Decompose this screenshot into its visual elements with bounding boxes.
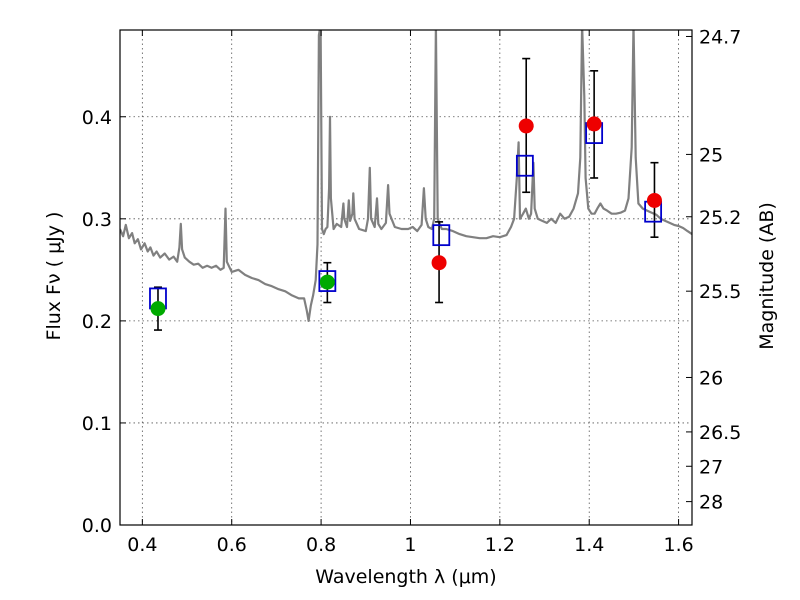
- x-tick-label: 1.2: [485, 534, 515, 556]
- x-axis-label: Wavelength λ (μm): [315, 566, 496, 588]
- observed-photometry-layer: [150, 116, 662, 317]
- tick-labels: 0.4 0.6 0.8 1 1.2 1.4 1.6 0.0 0.1 0.2 0.3 0.4 24.7 25…: [82, 26, 742, 556]
- y-tick-label: 0.1: [82, 413, 112, 435]
- x-tick-label: 1.4: [574, 534, 604, 556]
- y-axis-label: Flux Fν ( μJy ): [43, 212, 65, 341]
- observed-ir-point: [431, 255, 447, 271]
- right-tick-label: 26: [699, 367, 723, 389]
- axes: [119, 29, 693, 526]
- right-axis-label: Magnitude (AB): [756, 202, 778, 350]
- x-tick-label: 0.8: [306, 534, 336, 556]
- y-tick-label: 0.3: [82, 209, 112, 231]
- y-tick-label: 0.0: [82, 515, 112, 537]
- right-tick-label: 25.2: [699, 207, 741, 229]
- grid: [120, 30, 692, 526]
- observed-optical-point: [150, 301, 166, 317]
- y-tick-label: 0.4: [82, 107, 112, 129]
- right-tick-label: 25: [699, 144, 723, 166]
- model-photometry-marker: [432, 224, 451, 247]
- x-tick-label: 1.6: [663, 534, 693, 556]
- errorbar-layer: [153, 57, 659, 331]
- right-tick-label: 28: [699, 492, 723, 514]
- observed-ir-point: [518, 118, 534, 134]
- x-tick-label: 1: [404, 534, 416, 556]
- x-tick-label: 0.4: [127, 534, 157, 556]
- model-spectrum-line: [120, 30, 692, 322]
- right-tick-label: 27: [699, 456, 723, 478]
- model-photometry-marker: [318, 270, 337, 292]
- right-tick-label: 24.7: [699, 26, 741, 48]
- y-tick-label: 0.2: [82, 311, 112, 333]
- observed-ir-point: [586, 116, 602, 132]
- plot-frame: [119, 29, 693, 526]
- right-tick-label: 26.5: [699, 422, 741, 444]
- model-photometry-marker: [515, 154, 534, 177]
- observed-optical-point: [319, 274, 335, 290]
- observed-ir-point: [646, 192, 662, 208]
- spectrum-layer: [120, 30, 692, 322]
- x-tick-label: 0.6: [217, 534, 247, 556]
- right-tick-label: 25.5: [699, 281, 741, 303]
